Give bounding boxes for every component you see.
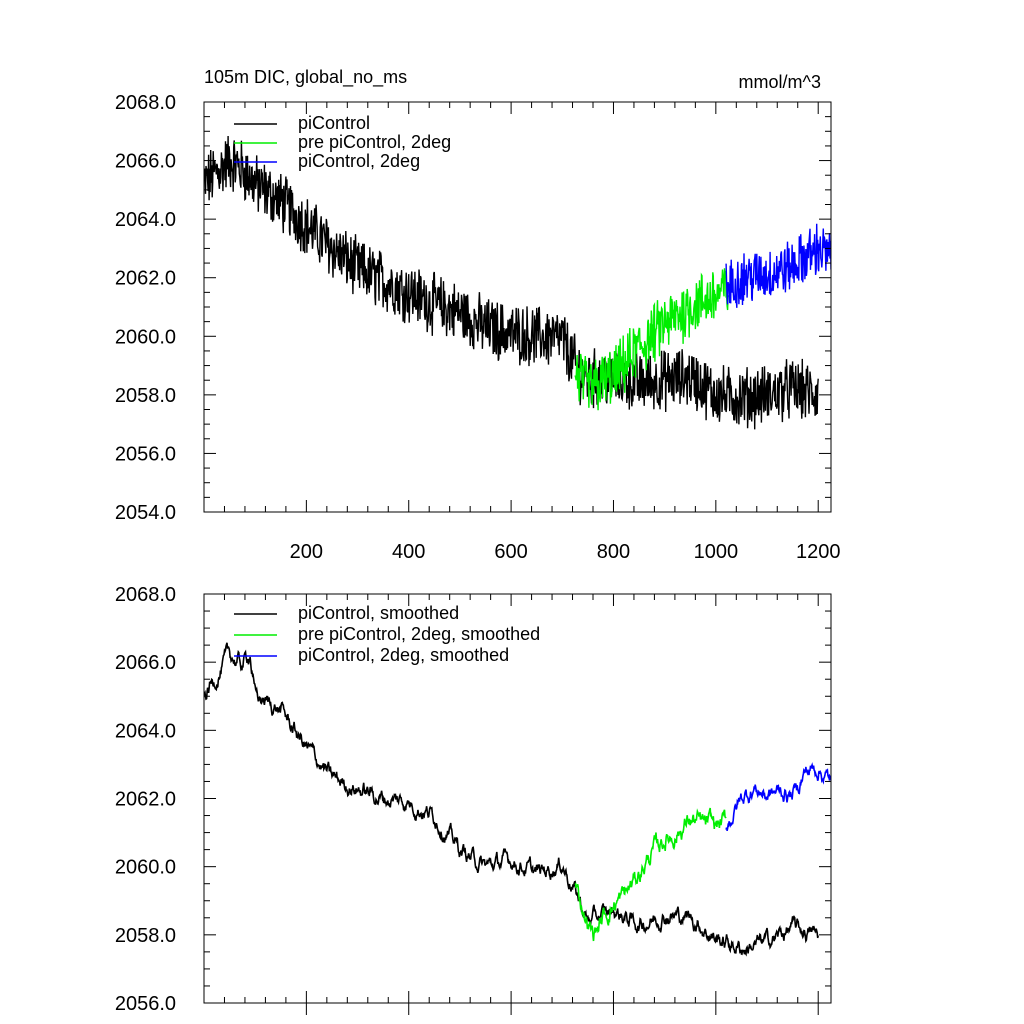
bottom-panel: 2056.0 2058.0 2060.0 2062.0 2064.0 2066.0 2068…	[115, 584, 832, 1015]
x-tick-label: 400	[392, 541, 425, 563]
series-line-3	[725, 762, 831, 831]
series-line-3	[725, 223, 831, 308]
x-tick-label: 1000	[694, 541, 739, 563]
x-tick-label: 800	[597, 541, 630, 563]
y-tick-label: 2066.0	[115, 151, 176, 173]
y-tick-label: 2068.0	[115, 92, 176, 114]
legend-label: pre piControl, 2deg	[298, 132, 451, 152]
legend-label: piControl, 2deg, smoothed	[298, 645, 509, 665]
y-tick-label: 2068.0	[115, 584, 176, 606]
legend-label: pre piControl, 2deg, smoothed	[298, 624, 540, 644]
top-chart-units: mmol/m^3	[739, 72, 821, 92]
y-tick-label: 2058.0	[115, 385, 176, 407]
series-line-2	[574, 807, 727, 942]
series-line-2	[574, 268, 730, 411]
legend-label: piControl	[298, 113, 370, 133]
legend-label: piControl, 2deg	[298, 151, 420, 171]
x-tick-label: 1200	[796, 541, 841, 563]
y-tick-label: 2054.0	[115, 502, 176, 524]
y-tick-label: 2060.0	[115, 326, 176, 348]
y-tick-label: 2058.0	[115, 925, 176, 947]
x-tick-label: 600	[494, 541, 527, 563]
y-tick-label: 2064.0	[115, 720, 176, 742]
series-line-1	[204, 642, 819, 957]
legend-label: piControl, smoothed	[298, 603, 459, 623]
top-panel: 200 400 600 800 1000 1200 2054.0 2056.0 2058.0 20…	[115, 92, 841, 563]
y-tick-label: 2062.0	[115, 789, 176, 811]
y-tick-label: 2066.0	[115, 652, 176, 674]
y-tick-label: 2060.0	[115, 857, 176, 879]
y-tick-label: 2056.0	[115, 993, 176, 1015]
series-line-1	[204, 135, 819, 430]
top-chart-title: 105m DIC, global_no_ms	[204, 67, 407, 88]
y-tick-label: 2062.0	[115, 268, 176, 290]
y-tick-label: 2056.0	[115, 443, 176, 465]
x-tick-label: 200	[290, 541, 323, 563]
y-tick-label: 2064.0	[115, 209, 176, 231]
